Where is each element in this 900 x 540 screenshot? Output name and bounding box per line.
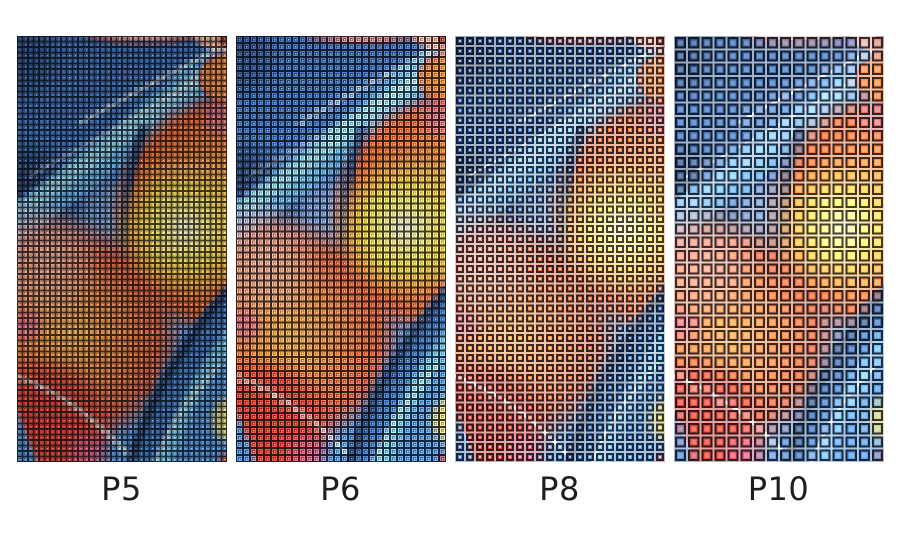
panels-row: P5 P6 P8 P10: [16, 36, 884, 508]
panel-p5: P5: [16, 36, 227, 508]
panel-p8: P8: [454, 36, 665, 508]
pitch-label-p8: P8: [539, 470, 580, 508]
panel-p10: P10: [673, 36, 884, 508]
pitch-label-p5: P5: [101, 470, 142, 508]
led-screen-p6-image: [235, 36, 446, 462]
panel-p6: P6: [235, 36, 446, 508]
led-screen-p8-image: [454, 36, 665, 462]
pitch-label-p6: P6: [320, 470, 361, 508]
led-screen-p10-image: [673, 36, 884, 462]
led-screen-p5-image: [16, 36, 227, 462]
pitch-label-p10: P10: [747, 470, 810, 508]
